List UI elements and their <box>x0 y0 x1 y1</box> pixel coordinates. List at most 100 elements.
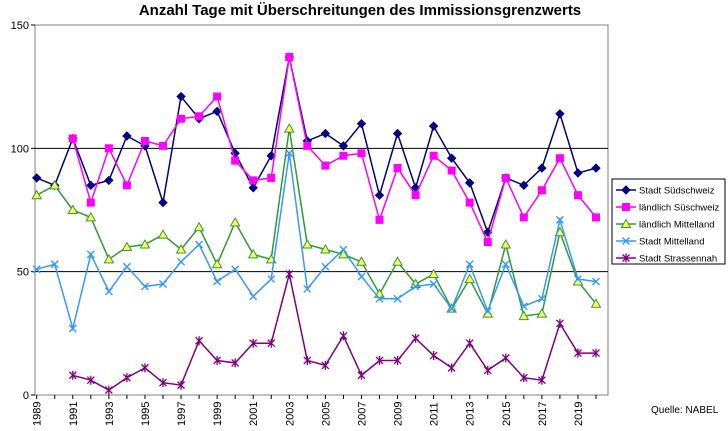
data-point <box>537 294 546 303</box>
data-point <box>321 161 330 170</box>
data-point <box>464 178 475 188</box>
data-point <box>86 180 96 191</box>
data-point <box>501 173 510 182</box>
data-point <box>393 355 402 365</box>
data-point <box>177 114 186 123</box>
data-point <box>68 370 77 380</box>
data-point <box>447 304 456 313</box>
data-point <box>591 163 601 173</box>
data-point <box>247 248 259 259</box>
data-point <box>86 198 95 207</box>
series-3 <box>31 123 602 321</box>
data-point <box>121 241 133 251</box>
data-point <box>104 144 113 153</box>
x-tick-label: 2017 <box>537 402 549 426</box>
x-tick-label: 2013 <box>465 402 477 426</box>
data-point <box>357 149 366 158</box>
data-point <box>32 265 41 274</box>
data-point <box>213 92 222 101</box>
data-point <box>537 186 546 195</box>
data-point <box>68 324 77 333</box>
data-point <box>122 181 131 190</box>
data-point <box>393 294 402 303</box>
legend-item: Stadt Mittelland <box>616 237 704 248</box>
x-tick-label: 2011 <box>429 402 441 426</box>
legend-label: ländlich Mittelland <box>639 220 715 231</box>
data-point <box>321 262 330 271</box>
data-point <box>411 191 420 200</box>
legend-item: ländlich Süschweiz <box>616 203 720 214</box>
data-point <box>249 176 258 185</box>
data-point <box>537 375 546 385</box>
data-point <box>447 363 456 373</box>
legend-label: Stadt Mittelland <box>639 237 704 248</box>
data-point <box>537 163 547 173</box>
series-2 <box>68 53 600 247</box>
data-point <box>139 239 151 249</box>
data-point <box>176 91 186 102</box>
data-point <box>465 260 474 269</box>
chart-title: Anzahl Tage mit Überschreitungen des Imm… <box>139 2 581 19</box>
data-point <box>231 156 240 165</box>
data-point <box>464 273 476 284</box>
y-tick-label: 150 <box>11 20 29 32</box>
series-4 <box>32 149 600 333</box>
source-note: Quelle: NABEL <box>651 405 719 416</box>
plot-area <box>34 24 609 396</box>
data-point <box>446 153 457 163</box>
data-point <box>211 258 223 269</box>
data-point <box>590 298 602 308</box>
data-point <box>301 239 313 249</box>
data-point <box>339 331 348 341</box>
legend-box <box>611 178 726 265</box>
data-point <box>231 265 240 274</box>
x-tick-label: 1991 <box>68 402 80 426</box>
data-point <box>49 179 61 190</box>
data-point <box>248 183 258 193</box>
data-point <box>321 360 330 370</box>
data-point <box>592 213 600 222</box>
x-tick-label: 1997 <box>176 402 188 426</box>
data-point <box>195 336 204 346</box>
data-point <box>177 380 185 390</box>
data-point <box>592 277 600 286</box>
data-point <box>231 358 240 368</box>
data-point <box>573 348 582 358</box>
data-point <box>501 353 510 363</box>
data-point <box>428 268 439 279</box>
data-point <box>320 243 331 254</box>
data-point <box>375 355 384 365</box>
data-point <box>375 294 384 303</box>
legend-item: Stadt Strassennah <box>616 253 717 265</box>
data-point <box>573 191 582 200</box>
data-point <box>573 168 583 178</box>
data-point <box>68 134 77 143</box>
data-point <box>519 302 528 311</box>
data-point <box>86 375 95 385</box>
data-point <box>356 256 367 266</box>
data-point <box>122 373 131 383</box>
series-5 <box>68 269 600 395</box>
data-point <box>303 284 312 293</box>
data-point <box>140 363 149 373</box>
legend-label: Stadt Südschweiz <box>639 186 715 197</box>
data-point <box>429 151 438 160</box>
data-point <box>122 262 131 271</box>
x-tick-label: 1995 <box>140 402 152 426</box>
data-point <box>213 277 222 286</box>
data-point <box>212 106 222 117</box>
y-axis: 0 50 100 150 <box>11 20 35 402</box>
data-point <box>157 229 169 239</box>
data-point <box>31 189 43 200</box>
data-point <box>267 173 276 182</box>
data-point <box>283 123 295 133</box>
data-point <box>285 149 294 158</box>
legend-marker <box>622 237 630 245</box>
data-point <box>267 275 276 284</box>
data-point <box>285 53 294 62</box>
data-point <box>411 282 420 291</box>
data-point <box>31 173 42 183</box>
x-tick-label: 2001 <box>248 402 260 426</box>
x-tick-label: 2007 <box>356 402 368 426</box>
data-point <box>67 204 79 214</box>
